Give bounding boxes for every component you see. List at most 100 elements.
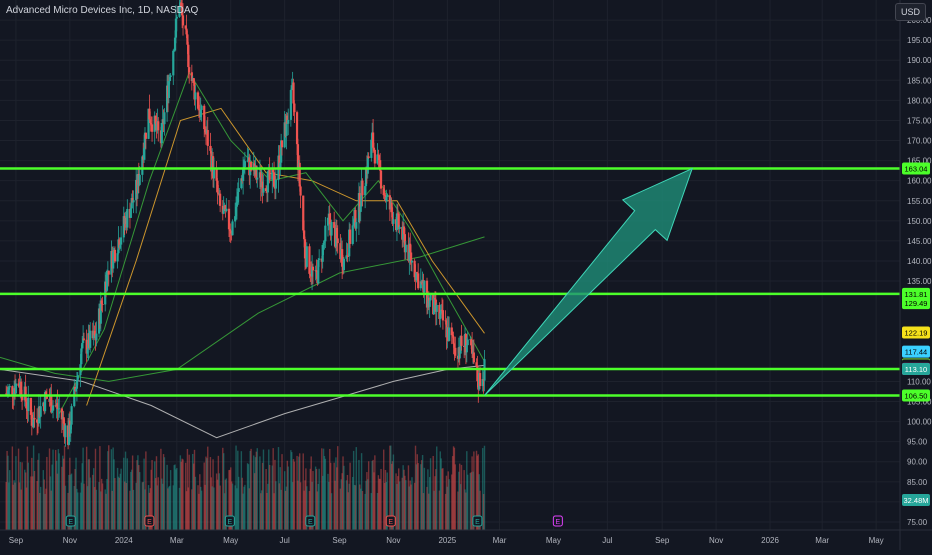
volume-bar xyxy=(231,483,234,530)
candle-body xyxy=(76,375,79,380)
volume-bar xyxy=(371,460,373,530)
volume-bar xyxy=(168,486,170,530)
candle-body xyxy=(190,72,193,81)
volume-bar xyxy=(235,445,237,530)
candle-body xyxy=(20,381,23,396)
candle-body xyxy=(193,82,196,100)
price-label-badge xyxy=(902,297,930,310)
volume-bar xyxy=(291,452,293,530)
candle-body xyxy=(246,160,249,162)
volume-bar xyxy=(174,464,176,530)
candle-body xyxy=(308,246,311,274)
volume-bar xyxy=(432,455,434,530)
candle-body xyxy=(186,34,189,45)
volume-bar xyxy=(378,478,380,530)
volume-bar xyxy=(206,458,208,530)
volume-bar xyxy=(397,476,399,530)
candle-body xyxy=(173,50,176,52)
volume-bar xyxy=(243,486,245,530)
candle-body xyxy=(29,397,33,415)
candle-body xyxy=(116,253,119,262)
earnings-event-label: E xyxy=(147,519,152,526)
volume-bar xyxy=(404,475,406,530)
volume-bar xyxy=(395,473,397,530)
currency-button[interactable]: USD xyxy=(894,3,926,21)
volume-bar xyxy=(212,459,214,530)
volume-bar xyxy=(105,493,107,530)
volume-bar xyxy=(314,466,317,530)
candle-body xyxy=(30,414,33,426)
candle-body xyxy=(346,255,349,257)
candle-body xyxy=(354,210,357,229)
candle-body xyxy=(192,78,195,83)
time-tick-label: Nov xyxy=(63,536,77,545)
volume-bar xyxy=(324,458,327,530)
volume-bar xyxy=(473,451,475,530)
candle-body xyxy=(178,6,181,17)
volume-bar xyxy=(5,482,7,530)
volume-bar xyxy=(335,457,337,530)
candle-body xyxy=(310,266,314,277)
candle-body xyxy=(174,18,178,38)
candle-body xyxy=(85,339,88,354)
volume-bar xyxy=(360,453,363,530)
volume-bar xyxy=(222,453,225,530)
candle-body xyxy=(219,193,222,206)
price-tick-label: 135.00 xyxy=(907,277,932,286)
volume-bar xyxy=(95,489,98,530)
volume-bar xyxy=(172,485,174,530)
volume-bar xyxy=(151,460,153,530)
volume-bar xyxy=(339,488,342,530)
candle-body xyxy=(120,237,123,245)
volume-bar xyxy=(70,473,73,530)
candle-body xyxy=(441,310,445,321)
candle-body xyxy=(141,156,144,175)
candle-body xyxy=(311,266,315,271)
volume-bar xyxy=(337,446,339,530)
candle-body xyxy=(175,16,178,19)
volume-bar xyxy=(415,464,418,530)
volume-bar xyxy=(254,457,257,530)
volume-bar xyxy=(384,470,387,530)
candle-body xyxy=(209,145,212,151)
earnings-event-icon xyxy=(385,515,396,527)
volume-bar xyxy=(138,472,141,530)
volume-bar xyxy=(466,451,468,530)
volume-bar xyxy=(62,455,64,530)
candle-body xyxy=(402,226,406,235)
price-label-text: 131.81 xyxy=(905,290,928,299)
volume-bar xyxy=(329,448,331,530)
candle-body xyxy=(58,408,61,410)
volume-bar xyxy=(260,493,262,530)
candle-body xyxy=(215,168,218,181)
candle-body xyxy=(107,270,110,275)
volume-bar xyxy=(305,468,307,530)
volume-bar xyxy=(225,478,228,530)
volume-bar xyxy=(398,481,401,530)
candle-body xyxy=(305,246,308,267)
volume-bar xyxy=(43,479,45,530)
volume-bar xyxy=(157,477,159,530)
candle-body xyxy=(413,260,416,278)
price-tick-label: 180.00 xyxy=(907,96,932,105)
volume-bar xyxy=(256,448,258,530)
candle-body xyxy=(347,256,350,257)
volume-bar xyxy=(224,479,227,530)
volume-bar xyxy=(46,456,48,530)
volume-bar xyxy=(290,450,292,530)
candle-body xyxy=(180,2,183,7)
volume-bar xyxy=(428,477,431,530)
candle-body xyxy=(419,281,422,289)
candle-body xyxy=(450,327,453,336)
volume-bar xyxy=(460,464,463,530)
candle-body xyxy=(481,379,484,387)
volume-bar xyxy=(175,469,177,530)
candle-body xyxy=(410,260,414,263)
volume-bar xyxy=(141,482,144,530)
price-tick-label: 195.00 xyxy=(907,36,932,45)
volume-bar xyxy=(187,487,190,530)
volume-bar xyxy=(154,461,156,530)
volume-bar xyxy=(17,448,20,530)
